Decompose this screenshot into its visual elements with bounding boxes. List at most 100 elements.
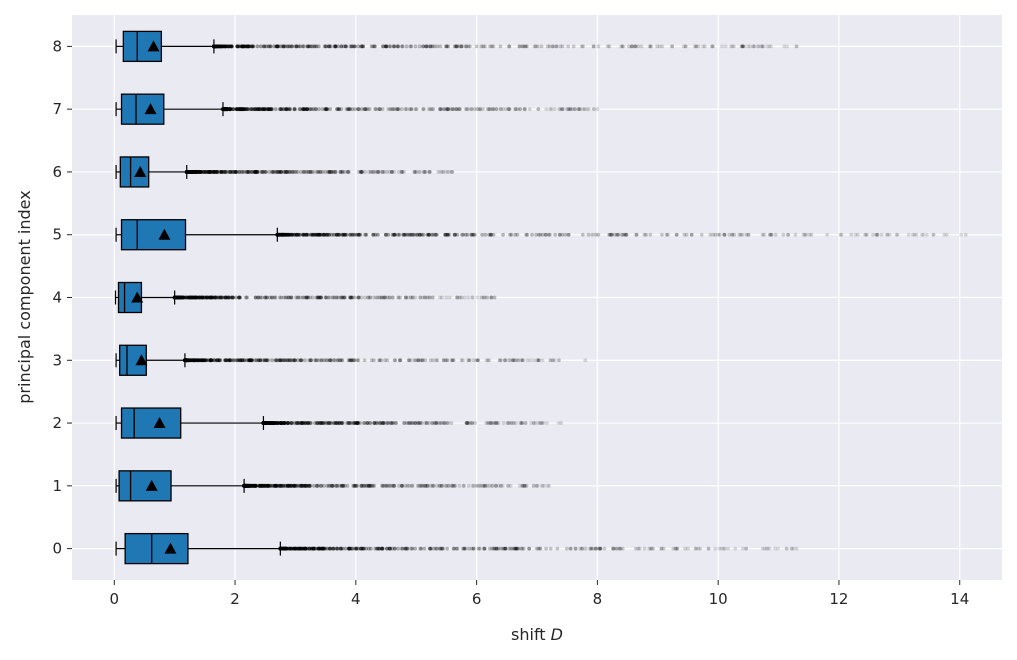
outlier-point — [407, 421, 412, 425]
outlier-point — [345, 483, 350, 488]
outlier-point — [282, 421, 287, 425]
outlier-point — [474, 358, 479, 363]
outlier-point — [191, 358, 196, 363]
outlier-point — [793, 232, 798, 237]
outlier-point — [253, 483, 257, 488]
outlier-point — [234, 358, 239, 363]
outlier-point — [477, 483, 482, 488]
outlier-point — [250, 483, 255, 488]
outlier-point — [358, 44, 363, 49]
outlier-point — [228, 170, 233, 174]
outlier-point — [372, 421, 377, 425]
outlier-point — [744, 546, 749, 551]
outlier-point — [441, 546, 445, 551]
outlier-point — [648, 546, 653, 551]
outlier-point — [518, 421, 523, 425]
outlier-point — [270, 483, 275, 488]
outlier-point — [273, 483, 277, 488]
outlier-point — [661, 546, 666, 551]
outlier-point — [404, 107, 409, 112]
outlier-point — [337, 483, 342, 488]
outlier-point — [265, 295, 269, 300]
outlier-point — [334, 546, 339, 551]
outlier-point — [390, 295, 395, 300]
outlier-point — [279, 295, 284, 300]
outlier-point — [548, 358, 553, 363]
outlier-point — [383, 295, 388, 300]
outlier-point — [378, 107, 382, 112]
outlier-point — [520, 483, 525, 488]
outlier-point — [326, 421, 331, 425]
outlier-point — [375, 546, 379, 551]
outlier-point — [319, 546, 324, 551]
outlier-point — [474, 483, 479, 488]
outlier-point — [433, 232, 438, 237]
outlier-point — [356, 295, 361, 300]
outlier-point — [237, 295, 241, 300]
outlier-point — [195, 295, 199, 300]
outlier-point — [184, 295, 189, 300]
outlier-point — [307, 483, 312, 488]
outlier-point — [358, 170, 363, 174]
outlier-point — [313, 546, 318, 551]
outlier-point — [446, 232, 450, 237]
outlier-point — [455, 295, 460, 300]
outlier-point — [316, 546, 321, 551]
outlier-point — [342, 295, 347, 300]
outlier-point — [726, 546, 731, 551]
outlier-point — [499, 358, 504, 363]
outlier-point — [349, 295, 354, 300]
outlier-point — [387, 483, 392, 488]
outlier-point — [274, 421, 279, 425]
outlier-point — [265, 358, 270, 363]
outlier-point — [196, 358, 201, 363]
outlier-point — [594, 546, 598, 551]
outlier-point — [683, 44, 688, 49]
outlier-point — [434, 421, 439, 425]
outlier-point — [322, 421, 327, 425]
outlier-point — [642, 232, 647, 237]
outlier-point — [328, 546, 332, 551]
outlier-point — [286, 483, 291, 488]
outlier-point — [485, 421, 490, 425]
outlier-point — [196, 295, 201, 300]
x-tick-label: 2 — [230, 590, 240, 608]
outlier-point — [209, 295, 214, 300]
outlier-point — [224, 295, 228, 300]
x-tick-label: 10 — [709, 590, 728, 608]
outlier-point — [419, 546, 424, 551]
outlier-point — [417, 483, 421, 488]
outlier-point — [351, 232, 356, 237]
outlier-point — [539, 483, 544, 488]
outlier-point — [475, 358, 480, 363]
outlier-point — [305, 295, 310, 300]
outlier-point — [269, 421, 274, 425]
outlier-point — [292, 483, 297, 488]
outlier-point — [316, 546, 321, 551]
outlier-point — [737, 232, 742, 237]
outlier-point — [464, 421, 469, 425]
outlier-point — [434, 421, 439, 425]
outlier-point — [420, 295, 425, 300]
outlier-point — [248, 483, 253, 488]
outlier-point — [217, 358, 222, 363]
outlier-point — [352, 295, 357, 300]
outlier-point — [413, 421, 418, 425]
outlier-point — [190, 295, 195, 300]
outlier-point — [398, 358, 402, 363]
outlier-point — [299, 421, 304, 425]
outlier-point — [416, 358, 421, 363]
outlier-point — [188, 295, 193, 300]
outlier-point — [323, 295, 328, 300]
outlier-point — [358, 421, 363, 425]
outlier-point — [767, 546, 772, 551]
outlier-point — [503, 546, 508, 551]
outlier-point — [328, 546, 332, 551]
outlier-point — [294, 421, 299, 425]
outlier-point — [428, 358, 433, 363]
outlier-point — [467, 358, 472, 363]
outlier-point — [200, 295, 205, 300]
outlier-point — [300, 483, 305, 488]
outlier-point — [216, 44, 221, 49]
outlier-point — [337, 421, 342, 425]
